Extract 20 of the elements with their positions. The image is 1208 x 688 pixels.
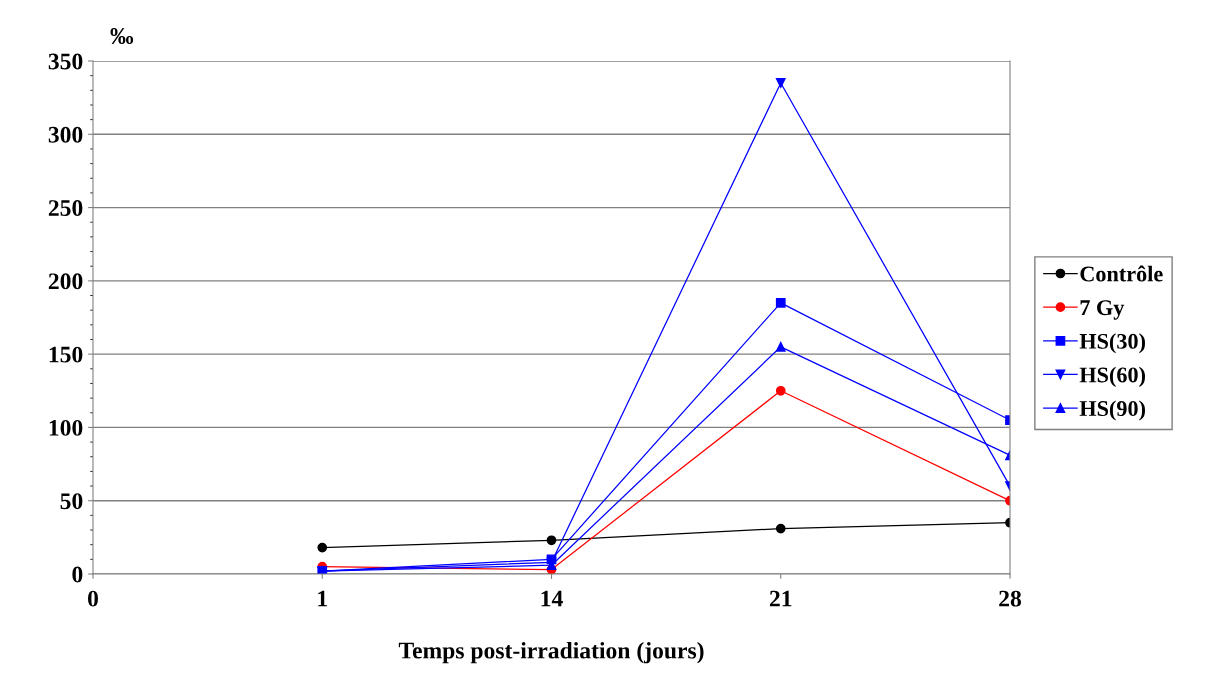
x-tick-label: 0 [88,590,98,607]
y-tick-label: 50 [60,493,83,510]
y-tick-label: 350 [48,53,83,70]
x-tick-label: 21 [769,590,792,607]
y-tick-label: 150 [49,346,83,363]
x-tick-label: 28 [999,590,1022,607]
legend-label: HS(30) [1079,333,1145,354]
y-tick-label: 100 [49,419,83,436]
x-tick-label: 14 [541,590,563,607]
y-tick-label: 0 [72,566,83,583]
x-axis-title: Temps post-irradiation (jours) [398,641,704,664]
y-tick-label: 300 [48,126,83,143]
legend-label: HS(90) [1079,400,1145,421]
legend-label: Contrôle [1080,265,1163,282]
x-tick-label: 1 [318,590,327,607]
legend-label: HS(60) [1079,366,1145,387]
legend-label: 7 Gy [1080,300,1125,320]
y-tick-label: 200 [48,273,83,290]
y-axis-title: ‰ [110,27,134,45]
y-tick-label: 250 [48,200,83,216]
